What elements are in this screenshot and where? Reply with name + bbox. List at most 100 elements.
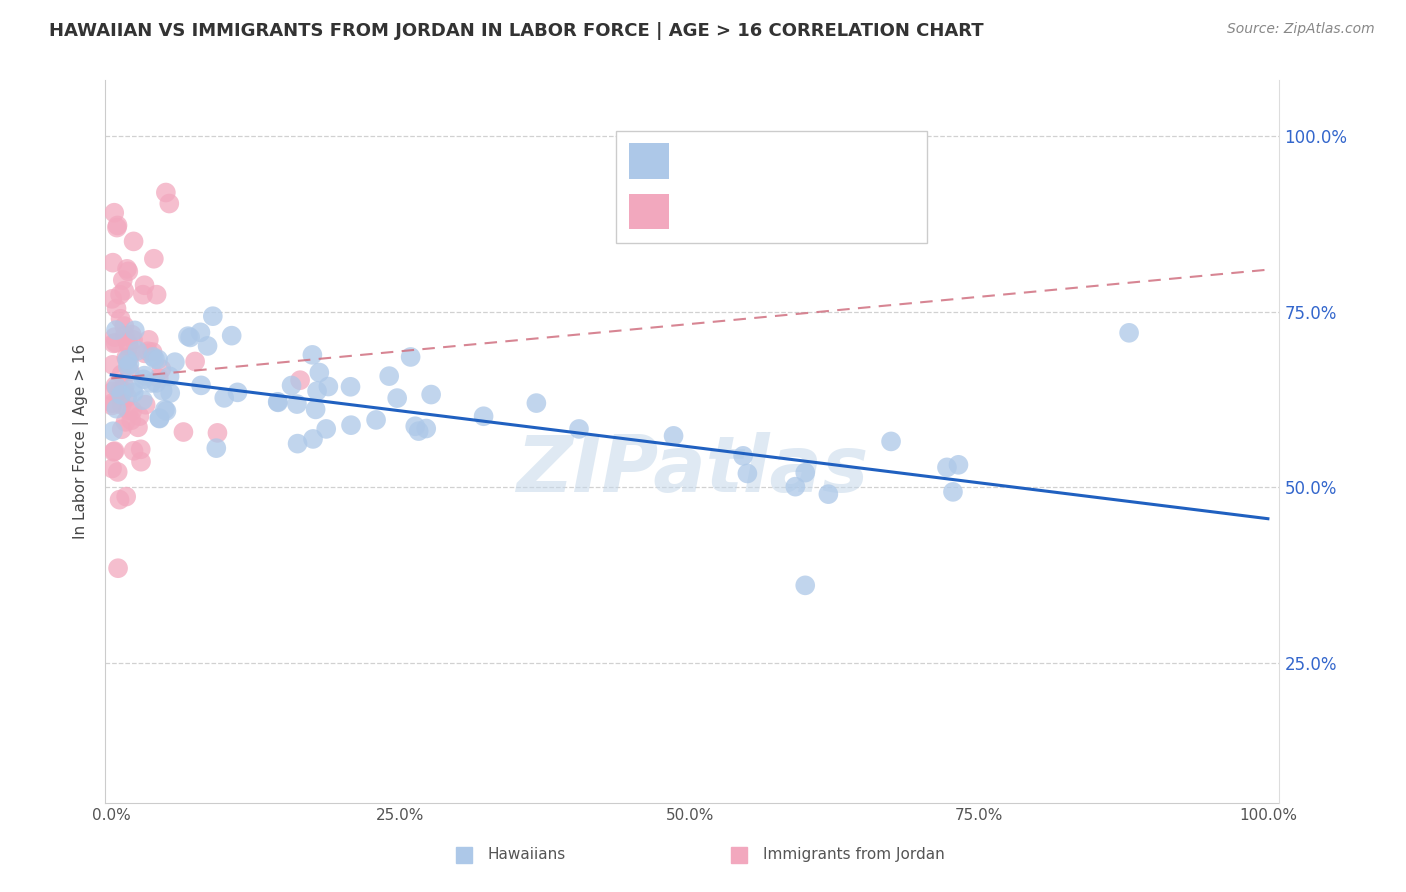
Point: [117, 359, 139, 374]
Point: [472, 409, 495, 424]
Point: [148, 411, 170, 425]
Point: [120, 413, 142, 427]
Point: [103, 444, 125, 458]
Point: [110, 384, 132, 398]
Point: [339, 380, 361, 394]
Point: [172, 425, 194, 439]
Point: [135, 398, 157, 412]
Point: [112, 318, 135, 333]
Point: [117, 264, 139, 278]
Point: [794, 578, 817, 592]
Point: [118, 339, 141, 353]
Point: [266, 394, 288, 409]
Point: [305, 384, 328, 398]
Point: [108, 492, 131, 507]
Point: [132, 287, 155, 301]
Point: [105, 220, 128, 235]
Point: [146, 352, 169, 367]
Point: [148, 371, 170, 385]
Point: [399, 350, 422, 364]
Text: Source: ZipAtlas.com: Source: ZipAtlas.com: [1227, 22, 1375, 37]
Point: [115, 351, 138, 365]
Point: [103, 444, 125, 458]
Text: ZIPatlas: ZIPatlas: [516, 433, 869, 508]
Point: [129, 455, 152, 469]
Point: [420, 387, 443, 401]
Point: [143, 352, 166, 367]
Point: [318, 379, 340, 393]
Point: [115, 352, 138, 367]
Point: [110, 368, 132, 382]
Point: [121, 327, 143, 342]
Point: [197, 339, 219, 353]
Point: [114, 415, 136, 429]
Point: [737, 467, 759, 481]
Point: [662, 429, 685, 443]
Point: [128, 409, 150, 424]
Point: [104, 330, 127, 344]
Text: Immigrants from Jordan: Immigrants from Jordan: [763, 847, 945, 863]
Point: [155, 404, 177, 418]
Point: [159, 386, 181, 401]
Point: [101, 292, 124, 306]
Point: [114, 328, 136, 343]
Point: [105, 380, 128, 394]
Point: [127, 343, 149, 358]
Point: [142, 350, 165, 364]
Point: [117, 390, 139, 404]
Point: [415, 421, 437, 435]
Point: [287, 436, 309, 450]
Point: [205, 441, 228, 455]
Point: [105, 401, 128, 416]
Point: [112, 284, 135, 298]
Point: [190, 326, 212, 340]
Point: [184, 354, 207, 368]
Point: [155, 186, 177, 200]
Point: [134, 278, 156, 293]
Point: [364, 413, 387, 427]
Point: [177, 329, 200, 343]
Point: [179, 330, 201, 344]
Point: [110, 311, 132, 326]
Point: [190, 378, 212, 392]
Point: [942, 484, 965, 499]
Point: [122, 235, 145, 249]
Point: [207, 425, 229, 440]
Point: [101, 384, 124, 399]
Point: [285, 397, 308, 411]
Point: [117, 403, 139, 417]
Point: [948, 458, 970, 472]
Point: [145, 376, 167, 390]
Point: [101, 396, 124, 410]
Point: [105, 301, 128, 316]
Point: [134, 368, 156, 383]
Point: [118, 351, 141, 365]
Point: [226, 385, 249, 400]
Point: [315, 422, 337, 436]
Point: [880, 434, 903, 449]
Point: [267, 395, 290, 409]
Point: [104, 335, 127, 350]
Point: [114, 380, 136, 394]
Text: Hawaiians: Hawaiians: [486, 847, 565, 863]
Point: [122, 333, 145, 347]
Point: [134, 346, 156, 360]
Point: [288, 373, 311, 387]
Point: [107, 561, 129, 575]
Point: [138, 333, 160, 347]
Point: [115, 490, 138, 504]
Point: [141, 376, 163, 390]
Point: [385, 391, 408, 405]
Point: [142, 252, 165, 266]
Point: [404, 419, 426, 434]
Point: [117, 336, 139, 351]
Point: [129, 442, 152, 457]
Point: [148, 411, 170, 425]
Point: [201, 309, 224, 323]
Point: [101, 399, 124, 413]
Point: [794, 466, 817, 480]
Point: [103, 205, 125, 219]
Point: [107, 219, 129, 233]
Point: [124, 323, 146, 337]
Point: [104, 323, 127, 337]
